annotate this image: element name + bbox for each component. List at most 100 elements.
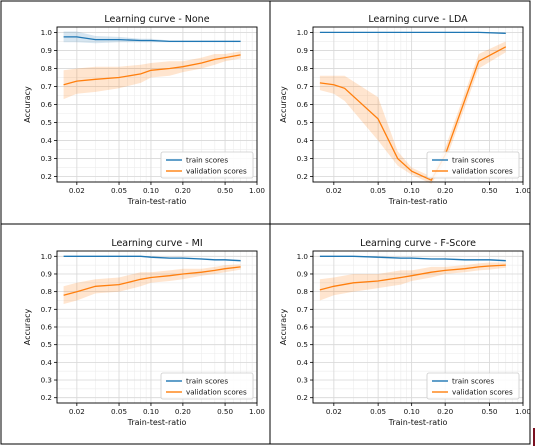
y-tick-label: 0.3 <box>41 376 52 385</box>
chart-title: Learning curve - None <box>104 14 209 25</box>
y-tick-label: 0.4 <box>41 358 53 367</box>
x-tick-label: 0.10 <box>404 186 420 195</box>
legend-label: train scores <box>186 156 228 165</box>
y-axis-label: Accuracy <box>279 86 288 123</box>
y-tick-label: 0.6 <box>297 323 309 332</box>
chart-title: Learning curve - MI <box>111 238 202 249</box>
outer-border <box>0 0 531 445</box>
legend-box <box>426 151 520 179</box>
x-tick-label: 0.50 <box>481 407 497 416</box>
x-tick-label: 0.50 <box>481 186 497 195</box>
crop-mark <box>533 428 535 446</box>
x-tick-label: 0.05 <box>370 186 386 195</box>
legend: train scores validation scores <box>426 151 520 179</box>
plot-area-border <box>56 250 258 404</box>
plot-area-border <box>312 26 524 183</box>
y-tick-label: 0.9 <box>41 269 53 278</box>
y-tick-label: 1.0 <box>297 252 309 261</box>
x-tick-label: 0.10 <box>404 407 420 416</box>
y-tick-label: 0.5 <box>297 340 308 349</box>
x-axis-label: Train-test-ratio <box>388 197 448 206</box>
x-tick-label: 0.05 <box>111 407 127 416</box>
y-tick-label: 0.2 <box>297 393 308 402</box>
plot-area-border <box>312 250 524 404</box>
x-tick-label: 0.02 <box>69 186 85 195</box>
y-tick-label: 0.8 <box>41 287 53 296</box>
y-tick-label: 0.5 <box>297 118 308 127</box>
x-axis-label: Train-test-ratio <box>127 197 187 206</box>
y-tick-label: 0.9 <box>41 46 53 55</box>
legend-label: train scores <box>452 156 494 165</box>
line-train-scores <box>319 31 506 34</box>
chart-panel-3: 0.02 0.05 0.10 0.20 0.50 1.00 0.2 0.3 0.4 0.5 0.6 0… <box>23 238 265 427</box>
x-tick-label: 0.05 <box>370 407 386 416</box>
chart-panel-1: 0.02 0.05 0.10 0.20 0.50 1.00 0.2 0.3 0.4 0.5 0.6 0… <box>23 14 265 206</box>
x-tick-label: 0.10 <box>143 186 159 195</box>
y-tick-label: 0.8 <box>297 287 309 296</box>
y-tick-label: 0.7 <box>41 82 52 91</box>
legend-label: validation scores <box>186 388 247 397</box>
y-tick-label: 0.6 <box>41 100 53 109</box>
line-train-scores <box>63 255 241 262</box>
chart-panel-2: 0.02 0.05 0.10 0.20 0.50 1.00 0.2 0.3 0.4 0.5 0.6 0… <box>279 14 531 206</box>
y-tick-label: 0.5 <box>41 340 52 349</box>
x-tick-label: 0.20 <box>437 186 453 195</box>
y-tick-label: 0.8 <box>41 64 53 73</box>
x-tick-label: 0.02 <box>326 407 342 416</box>
legend-label: validation scores <box>186 167 247 176</box>
chart-title: Learning curve - F-Score <box>360 238 476 249</box>
x-tick-label: 1.00 <box>515 186 531 195</box>
y-tick-label: 0.4 <box>41 136 53 145</box>
y-axis-label: Accuracy <box>279 308 288 345</box>
x-tick-label: 0.20 <box>175 186 191 195</box>
line-validation-scores <box>319 46 507 182</box>
y-tick-label: 0.7 <box>297 82 308 91</box>
x-tick-label: 0.10 <box>143 407 159 416</box>
y-tick-label: 0.9 <box>297 269 309 278</box>
legend-box <box>426 372 520 400</box>
band-train-scores <box>319 256 506 262</box>
plot-area-border <box>56 26 258 183</box>
band-train-scores <box>63 31 241 44</box>
y-tick-label: 0.2 <box>41 172 52 181</box>
legend-label: validation scores <box>452 167 513 176</box>
y-tick-label: 0.3 <box>297 376 308 385</box>
line-validation-scores <box>63 266 241 296</box>
chart-title: Learning curve - LDA <box>368 14 468 25</box>
x-tick-label: 0.02 <box>69 407 85 416</box>
x-axis-label: Train-test-ratio <box>127 418 187 427</box>
y-tick-label: 0.7 <box>297 305 308 314</box>
legend: train scores validation scores <box>160 372 254 400</box>
x-tick-label: 1.00 <box>515 407 531 416</box>
y-tick-label: 0.6 <box>41 323 53 332</box>
y-tick-label: 0.3 <box>297 154 308 163</box>
band-validation-scores <box>63 51 241 100</box>
legend-label: train scores <box>186 377 228 386</box>
legend: train scores validation scores <box>160 151 254 179</box>
y-tick-label: 0.9 <box>297 46 309 55</box>
x-axis-label: Train-test-ratio <box>388 418 448 427</box>
y-tick-label: 0.4 <box>297 136 309 145</box>
legend-box <box>160 372 254 400</box>
line-validation-scores <box>319 264 506 291</box>
y-axis-label: Accuracy <box>23 308 32 345</box>
y-tick-label: 0.2 <box>297 172 308 181</box>
x-tick-label: 0.50 <box>217 407 233 416</box>
y-tick-label: 0.4 <box>297 358 309 367</box>
band-validation-scores <box>319 262 506 301</box>
line-train-scores <box>319 255 506 262</box>
y-tick-label: 1.0 <box>297 28 309 37</box>
legend-label: train scores <box>452 377 494 386</box>
x-tick-label: 0.05 <box>111 186 127 195</box>
band-validation-scores <box>63 264 241 304</box>
x-tick-label: 1.00 <box>249 186 265 195</box>
line-train-scores <box>63 36 241 43</box>
x-tick-label: 0.20 <box>175 407 191 416</box>
legend-label: validation scores <box>452 388 513 397</box>
x-tick-label: 0.02 <box>326 186 342 195</box>
x-tick-label: 1.00 <box>249 407 265 416</box>
y-tick-label: 0.2 <box>41 393 52 402</box>
x-tick-label: 0.20 <box>437 407 453 416</box>
